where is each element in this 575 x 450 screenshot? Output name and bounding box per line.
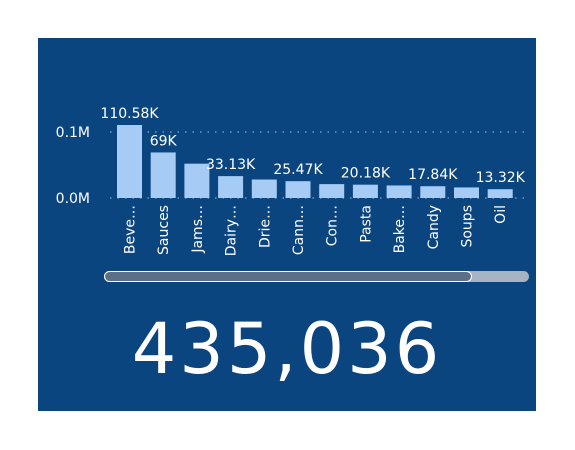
chart-card: 0.0M 0.1M 110.58K Beve… 69K Sauces Jams… 33.13K… bbox=[38, 38, 536, 411]
bar-11 bbox=[487, 189, 513, 198]
bar-10 bbox=[454, 187, 479, 198]
category-label-11: Oil bbox=[493, 205, 509, 224]
category-label-6: Con… bbox=[325, 205, 341, 246]
y-tick-label-1: 0.1M bbox=[56, 125, 90, 141]
bar-1 bbox=[150, 152, 176, 198]
bar-chart: 0.0M 0.1M 110.58K Beve… 69K Sauces Jams… 33.13K… bbox=[56, 106, 530, 256]
category-label-3: Dairy… bbox=[224, 205, 240, 256]
category-label-2: Jams… bbox=[190, 205, 206, 254]
category-label-1: Sauces bbox=[156, 205, 172, 255]
bar-8 bbox=[386, 185, 412, 198]
scrollbar-thumb[interactable] bbox=[104, 271, 472, 282]
category-label-9: Candy bbox=[426, 205, 442, 249]
bar-7 bbox=[352, 184, 378, 198]
data-label-1: 69K bbox=[150, 133, 178, 149]
category-label-4: Drie… bbox=[257, 205, 273, 248]
bar-4 bbox=[251, 179, 277, 198]
data-label-0: 110.58K bbox=[100, 106, 159, 122]
data-label-9: 17.84K bbox=[408, 167, 458, 183]
category-label-8: Bake… bbox=[392, 205, 408, 253]
data-label-7: 20.18K bbox=[341, 166, 391, 182]
bar-5 bbox=[285, 181, 311, 198]
data-label-3: 33.13K bbox=[206, 157, 256, 173]
bar-9 bbox=[420, 186, 446, 198]
category-label-10: Soups bbox=[460, 205, 476, 248]
category-label-0: Beve… bbox=[123, 205, 139, 254]
bar-6 bbox=[319, 184, 345, 198]
y-tick-label-0: 0.0M bbox=[56, 191, 90, 207]
horizontal-scrollbar[interactable] bbox=[104, 271, 529, 282]
category-label-7: Pasta bbox=[358, 205, 374, 243]
bar-2 bbox=[184, 163, 210, 198]
bar-3 bbox=[218, 176, 244, 198]
category-label-5: Cann… bbox=[291, 205, 307, 255]
kpi-value: 435,036 bbox=[131, 308, 443, 390]
data-label-11: 13.32K bbox=[476, 170, 526, 186]
data-label-5: 25.47K bbox=[273, 162, 323, 178]
bar-0 bbox=[117, 125, 142, 198]
